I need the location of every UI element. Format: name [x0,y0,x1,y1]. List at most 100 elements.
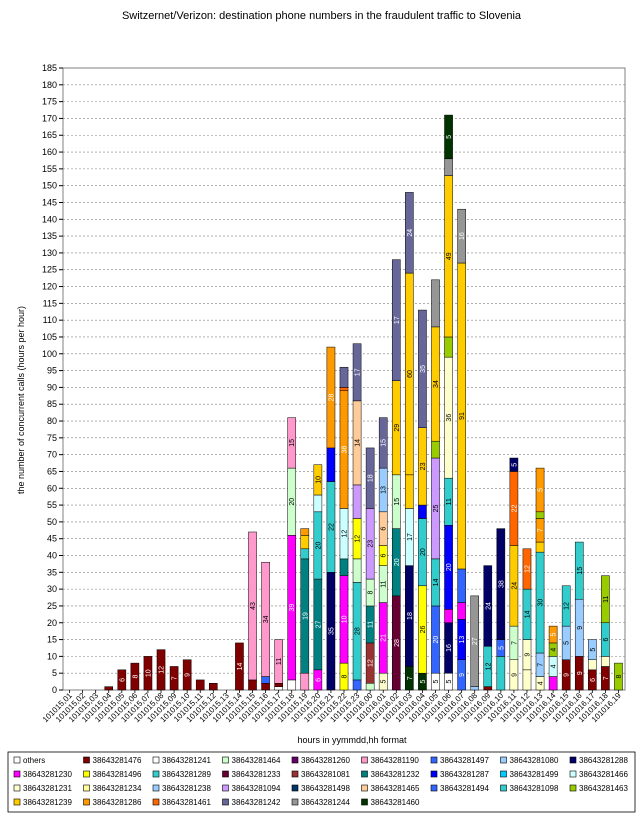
bar-segment [444,158,453,176]
bar-segment [287,417,297,469]
bar-value-label: 7 [407,676,414,680]
bar-value-label: 17 [407,533,414,541]
y-tick-label: 150 [42,181,57,191]
bar-value-label: 19 [302,612,309,620]
bar-stack: 10 [143,656,152,691]
legend-entry: 38643281242 [222,798,281,807]
bar-segment [365,447,375,509]
bar-value-label: 34 [263,615,270,623]
legend-label: 38643281239 [23,798,72,807]
bar-value-label: 29 [394,424,401,432]
bar-stack: 12 24 [483,565,493,691]
legend-label: 38643281494 [440,784,489,793]
bar-value-label: 5 [381,680,388,684]
y-tick-label: 25 [47,601,57,611]
bar-segment [444,114,453,160]
bar-value-label: 11 [603,595,610,602]
legend-label: 38643281242 [232,798,281,807]
bar-value-label: 12 [485,662,492,670]
legend-entry: 38643281466 [569,770,628,779]
legend-label: 38643281463 [579,784,628,793]
bar-stack: 27 [470,595,479,691]
bar-segment [535,541,545,553]
bar-value-label: 4 [551,664,558,668]
bar-segment [601,575,610,624]
legend-label: 38643281476 [93,756,142,765]
bar-stack: 4 4 5 [548,625,558,691]
y-tick-label: 20 [47,618,57,628]
bar-value-label: 23 [420,462,427,470]
bar-value-label: 8 [342,675,349,679]
legend-swatch [291,798,299,806]
bar-segment [209,683,218,691]
bar-value-label: 14 [237,662,244,670]
bar-segment [313,464,323,496]
legend-swatch [13,784,21,792]
bar-segment [261,561,270,677]
legend-entry: 38643281081 [291,770,350,779]
legend-entry: 38643281496 [83,770,142,779]
y-tick-label: 105 [42,332,57,342]
bar-value-label: 43 [250,602,257,610]
legend-swatch [430,770,438,778]
bar-segment [104,686,114,691]
bar-stack: 7 [169,666,179,691]
legend-label: 38643281233 [232,770,281,779]
bar-segment [300,528,310,536]
legend-entry: 38643281464 [222,756,281,765]
y-tick-label: 30 [47,584,57,594]
bar-value-label: 13 [459,636,466,644]
bar-value-label: 14 [433,578,440,586]
bar-segment [365,683,375,691]
y-tick-label: 40 [47,551,57,561]
y-tick-label: 10 [47,651,57,661]
legend-swatch [83,756,90,764]
legend-label: 38643281465 [371,784,420,793]
y-tick-label: 160 [42,147,57,157]
bar-value-label: 4 [551,648,558,652]
bar-stack: 14 [235,642,244,691]
legend-label: 38643281234 [93,784,142,793]
bar-segment [405,474,414,509]
bar-segment [339,366,349,388]
legend-entry: 38643281080 [500,756,559,765]
bar-value-label: 15 [394,498,401,506]
legend-swatch [222,756,229,764]
legend-entry: 38643281499 [500,770,559,779]
y-tick-label: 110 [43,315,57,325]
bar-value-label: 10 [342,615,349,623]
bar-value-label: 4 [538,681,545,685]
bar-stack [195,679,205,691]
bar-stacks: 68 10 127914433411392015196272010352228810… [104,114,623,691]
legend-swatch [569,756,577,764]
legend-label: 38643281241 [162,756,211,765]
bar-value-label: 35 [328,627,335,635]
y-tick-label: 75 [47,433,57,443]
bar-value-label: 7 [172,676,179,680]
legend-label: 38643281287 [440,770,489,779]
bar-segment [496,656,506,691]
y-axis-ticks: 0 5 10 15 20 25 30 35 40 45 50 55 60 65 70 75 80 85 90 95 10… [42,63,63,695]
legend-label: 38643281289 [162,770,211,779]
bar-segment [195,679,205,691]
bar-value-label: 17 [394,316,401,324]
legend-entry: 38643281460 [361,798,420,807]
legend-swatch [291,770,299,778]
bar-segment [588,659,597,671]
y-tick-label: 175 [42,97,57,107]
legend-swatch [500,770,507,778]
y-tick-label: 35 [47,567,57,577]
bar-segment [522,548,532,590]
legend-label: others [23,756,45,765]
legend-entry: 38643281461 [152,798,211,807]
bar-segment [483,686,493,691]
bar-segment [300,535,310,550]
bar-segment [300,672,310,691]
bar-segment [535,467,545,513]
bar-value-label: 24 [485,602,492,610]
legend-label: 38643281464 [232,756,281,765]
y-tick-label: 125 [42,265,57,275]
y-tick-label: 165 [42,130,57,140]
y-tick-label: 140 [42,214,57,224]
y-tick-label: 135 [42,231,57,241]
